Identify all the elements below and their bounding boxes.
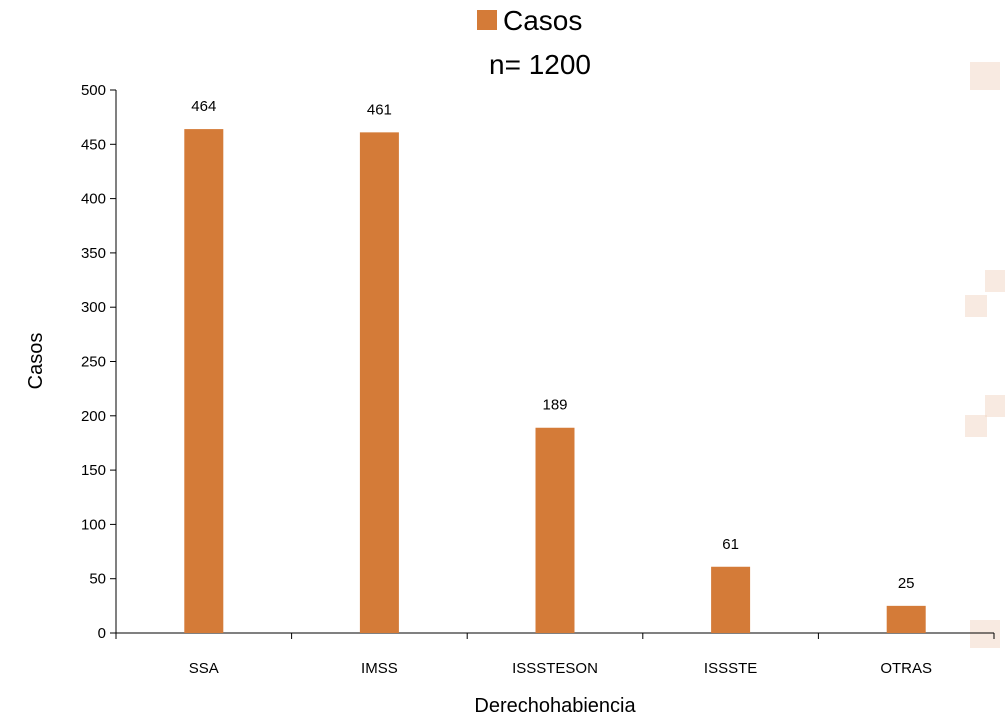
y-tick-label: 300 — [81, 299, 106, 316]
x-tick-label: ISSSTE — [704, 660, 757, 677]
data-label: 189 — [542, 397, 567, 414]
y-tick-label: 50 — [89, 571, 106, 588]
data-label: 461 — [367, 101, 392, 118]
x-tick-label: IMSS — [361, 660, 398, 677]
y-tick-label: 150 — [81, 462, 106, 479]
y-tick-label: 350 — [81, 245, 106, 262]
x-tick-label: OTRAS — [880, 660, 932, 677]
bar-ssa — [184, 129, 224, 633]
data-label: 25 — [898, 575, 915, 592]
data-label: 61 — [722, 536, 739, 553]
bar-isssteson — [535, 427, 575, 633]
legend-swatch — [477, 10, 497, 30]
y-tick-label: 100 — [81, 516, 106, 533]
y-tick-label: 0 — [98, 625, 106, 642]
y-tick-label: 500 — [81, 82, 106, 99]
data-label: 464 — [191, 98, 216, 115]
decorative-pattern — [965, 62, 1005, 648]
legend-entry: Casos — [503, 5, 582, 36]
y-tick-label: 200 — [81, 408, 106, 425]
y-tick-label: 450 — [81, 136, 106, 153]
bar-issste — [711, 566, 751, 633]
y-tick-label: 250 — [81, 354, 106, 371]
bar-imss — [359, 132, 399, 633]
x-tick-label: ISSSTESON — [512, 660, 598, 677]
bar-otras — [886, 605, 926, 633]
chart-legend: Casos — [477, 5, 582, 36]
x-tick-label: SSA — [189, 660, 219, 677]
chart-subtitle: n= 1200 — [489, 49, 591, 80]
y-axis-title: Casos — [25, 333, 47, 390]
y-tick-label: 400 — [81, 191, 106, 208]
x-axis-title: Derechohabiencia — [474, 695, 636, 717]
